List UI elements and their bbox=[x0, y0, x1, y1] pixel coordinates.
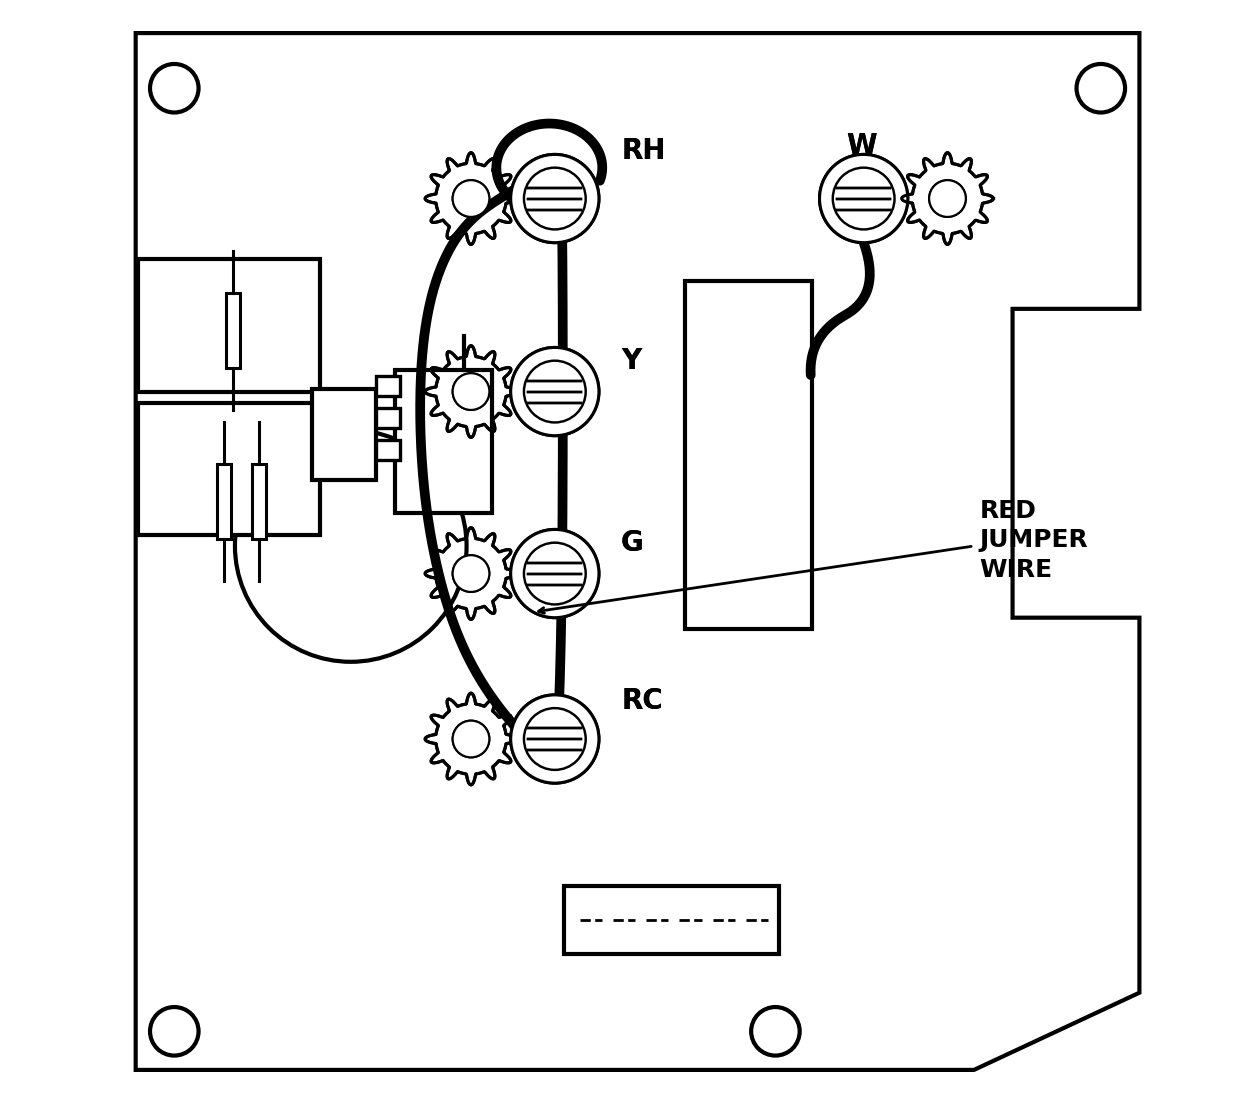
Text: RED
JUMPER
WIRE: RED JUMPER WIRE bbox=[980, 499, 1088, 582]
Bar bbox=[686, 281, 812, 629]
Circle shape bbox=[452, 373, 489, 410]
Bar bbox=[138, 259, 320, 392]
Circle shape bbox=[510, 347, 599, 436]
Bar bbox=[217, 464, 231, 539]
Text: Y: Y bbox=[621, 347, 641, 375]
Circle shape bbox=[820, 154, 908, 243]
Circle shape bbox=[452, 373, 489, 410]
Text: W: W bbox=[846, 132, 877, 160]
Circle shape bbox=[452, 180, 489, 217]
Bar bbox=[138, 403, 320, 535]
Bar bbox=[564, 886, 779, 954]
Text: Y: Y bbox=[621, 347, 641, 375]
Bar bbox=[376, 408, 400, 428]
Circle shape bbox=[929, 180, 966, 217]
Circle shape bbox=[510, 529, 599, 618]
Text: G: G bbox=[621, 529, 643, 557]
Circle shape bbox=[452, 720, 489, 758]
Circle shape bbox=[510, 154, 599, 243]
Bar bbox=[226, 293, 240, 368]
Circle shape bbox=[510, 695, 599, 783]
Text: RH: RH bbox=[621, 138, 666, 165]
Circle shape bbox=[820, 154, 908, 243]
Circle shape bbox=[452, 555, 489, 592]
Circle shape bbox=[452, 180, 489, 217]
Bar bbox=[312, 389, 376, 480]
Text: RC: RC bbox=[621, 687, 663, 715]
Bar bbox=[395, 370, 492, 513]
Text: RC: RC bbox=[621, 687, 663, 715]
Circle shape bbox=[452, 555, 489, 592]
Circle shape bbox=[510, 695, 599, 783]
Circle shape bbox=[510, 529, 599, 618]
Bar bbox=[376, 440, 400, 460]
Circle shape bbox=[510, 347, 599, 436]
Text: G: G bbox=[621, 529, 643, 557]
Circle shape bbox=[452, 720, 489, 758]
Circle shape bbox=[510, 154, 599, 243]
Circle shape bbox=[929, 180, 966, 217]
Bar bbox=[376, 376, 400, 396]
Text: RH: RH bbox=[621, 138, 666, 165]
Bar bbox=[252, 464, 266, 539]
Text: W: W bbox=[846, 132, 877, 160]
